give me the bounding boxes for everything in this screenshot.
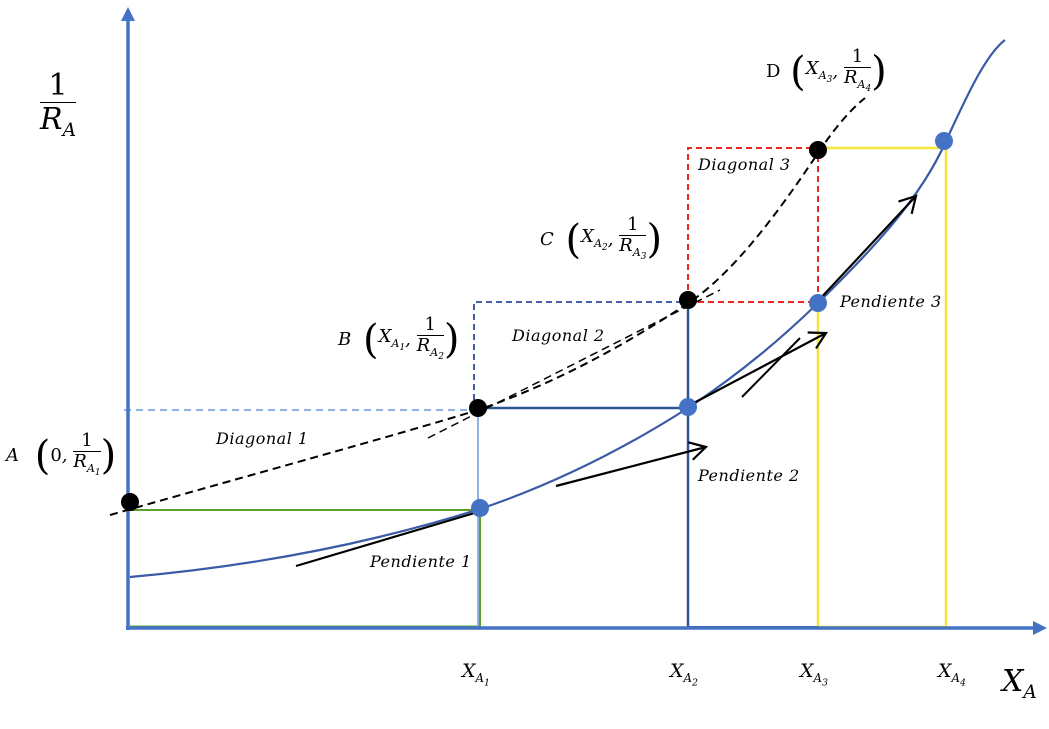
pendiente-1-arrow <box>295 510 479 568</box>
yellow-box <box>816 146 948 629</box>
tick-label-xa4: XA4 <box>938 660 967 689</box>
diagonal-1-label: Diagonal 1 <box>216 429 309 448</box>
point-c-label: C (XA2, 1 RA3 ) <box>540 214 663 263</box>
point-c <box>679 291 697 309</box>
pendiente-2-label: Pendiente 2 <box>698 466 800 485</box>
point-blue-1 <box>471 499 489 517</box>
diagonal-3-label: Diagonal 3 <box>698 155 791 174</box>
point-blue-4 <box>935 132 953 150</box>
tick-label-xa2: XA2 <box>670 660 699 689</box>
point-d <box>809 141 827 159</box>
pendiente-3-arrow-mid <box>741 337 801 398</box>
pendiente-1-label: Pendiente 1 <box>370 552 472 571</box>
point-blue-2 <box>679 398 697 416</box>
tick-label-xa1: XA1 <box>462 660 491 689</box>
pendiente-3-label: Pendiente 3 <box>840 292 942 311</box>
diagonal-2-label: Diagonal 2 <box>512 326 605 345</box>
pendiente-2-arrow <box>555 441 709 488</box>
y-axis-label: 1 RA <box>40 68 77 141</box>
point-d-label: D (XA3, 1 RA4 ) <box>766 46 887 95</box>
point-blue-3 <box>809 294 827 312</box>
pendiente-3-arrow-lower <box>689 331 828 406</box>
point-b-label: B (XA1, 1 RA2 ) <box>338 314 460 363</box>
x-axis-label: XA <box>1002 664 1037 703</box>
navy-dashed-box <box>473 301 688 410</box>
point-a-label: A (0, 1 RA1 ) <box>6 430 117 479</box>
point-b <box>469 399 487 417</box>
pendiente-3-arrow-upper <box>817 194 918 302</box>
point-a <box>121 493 139 511</box>
blue-box <box>477 300 690 628</box>
tick-label-xa3: XA3 <box>800 660 829 689</box>
